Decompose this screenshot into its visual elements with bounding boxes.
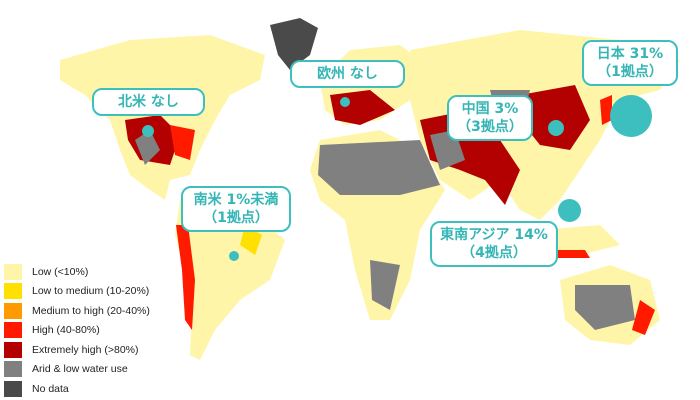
legend-swatch: [4, 341, 22, 358]
europe-marker: [340, 97, 350, 107]
callout-label: 欧州 なし: [317, 66, 378, 82]
callout-japan: 日本 31% （1拠点）: [582, 40, 678, 86]
map-legend: Low (<10%) Low to medium (10-20%) Medium…: [4, 262, 150, 399]
callout-sublabel: （1拠点）: [203, 210, 269, 226]
callout-label: 東南アジア 14%: [440, 227, 548, 243]
callout-sublabel: （1拠点）: [597, 64, 663, 80]
callout-label: 日本 31%: [596, 46, 664, 62]
legend-label: Extremely high (>80%): [32, 343, 139, 356]
southeast-asia-marker: [558, 199, 581, 222]
callout-sublabel: （3拠点）: [457, 119, 523, 135]
callout-southeast-asia: 東南アジア 14% （4拠点）: [430, 221, 558, 267]
south-america-marker: [229, 251, 239, 261]
callout-south-america: 南米 1%未満 （1拠点）: [181, 186, 291, 232]
legend-swatch: [4, 322, 22, 339]
legend-item: Medium to high (20-40%): [4, 301, 150, 321]
callout-europe: 欧州 なし: [290, 60, 405, 88]
legend-swatch: [4, 361, 22, 378]
callout-china: 中国 3% （3拠点）: [447, 95, 533, 141]
callout-label: 中国 3%: [461, 101, 519, 117]
legend-item: No data: [4, 379, 150, 399]
north-america-marker: [142, 125, 154, 137]
legend-label: Low (<10%): [32, 265, 89, 278]
greenland: [270, 18, 318, 70]
legend-item: High (40-80%): [4, 321, 150, 341]
legend-item: Extremely high (>80%): [4, 340, 150, 360]
legend-label: High (40-80%): [32, 324, 100, 337]
legend-item: Low (<10%): [4, 262, 150, 282]
callout-north-america: 北米 なし: [92, 88, 205, 116]
legend-swatch: [4, 283, 22, 300]
legend-label: Low to medium (10-20%): [32, 285, 150, 298]
legend-swatch: [4, 380, 22, 397]
legend-swatch: [4, 263, 22, 280]
japan-marker: [610, 95, 652, 137]
legend-label: Medium to high (20-40%): [32, 304, 150, 317]
callout-label: 北米 なし: [118, 94, 179, 110]
legend-swatch: [4, 302, 22, 319]
china-marker: [548, 120, 564, 136]
callout-sublabel: （4拠点）: [461, 245, 527, 261]
legend-label: Arid & low water use: [32, 363, 128, 376]
legend-item: Low to medium (10-20%): [4, 282, 150, 302]
legend-label: No data: [32, 382, 69, 395]
legend-item: Arid & low water use: [4, 360, 150, 380]
callout-label: 南米 1%未満: [193, 192, 279, 208]
